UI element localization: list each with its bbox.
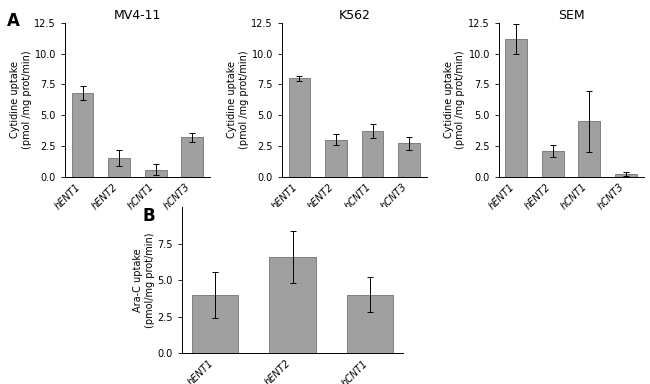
Bar <box>192 295 239 353</box>
Bar <box>615 174 637 177</box>
Y-axis label: Ara-C uptake
(pmol/mg prot/min): Ara-C uptake (pmol/mg prot/min) <box>133 233 155 328</box>
Y-axis label: Cytidine uptake
(pmol /mg prot/min): Cytidine uptake (pmol /mg prot/min) <box>227 51 248 149</box>
Title: MV4-11: MV4-11 <box>114 9 161 22</box>
Bar <box>398 144 420 177</box>
Bar <box>578 121 601 177</box>
Text: B: B <box>143 207 155 225</box>
Bar <box>181 137 203 177</box>
Bar <box>325 140 347 177</box>
Bar <box>72 93 94 177</box>
Bar <box>542 151 564 177</box>
Bar <box>108 158 130 177</box>
Bar <box>346 295 393 353</box>
Text: A: A <box>6 12 20 30</box>
Bar <box>289 78 311 177</box>
Bar <box>269 257 316 353</box>
Title: SEM: SEM <box>558 9 584 22</box>
Title: K562: K562 <box>338 9 370 22</box>
Bar <box>361 131 384 177</box>
Y-axis label: Cytidine uptake
(pmol /mg prot/min): Cytidine uptake (pmol /mg prot/min) <box>444 51 465 149</box>
Y-axis label: Cytidine uptake
(pmol /mg prot/min): Cytidine uptake (pmol /mg prot/min) <box>10 51 32 149</box>
Bar <box>144 170 166 177</box>
Bar <box>506 39 527 177</box>
